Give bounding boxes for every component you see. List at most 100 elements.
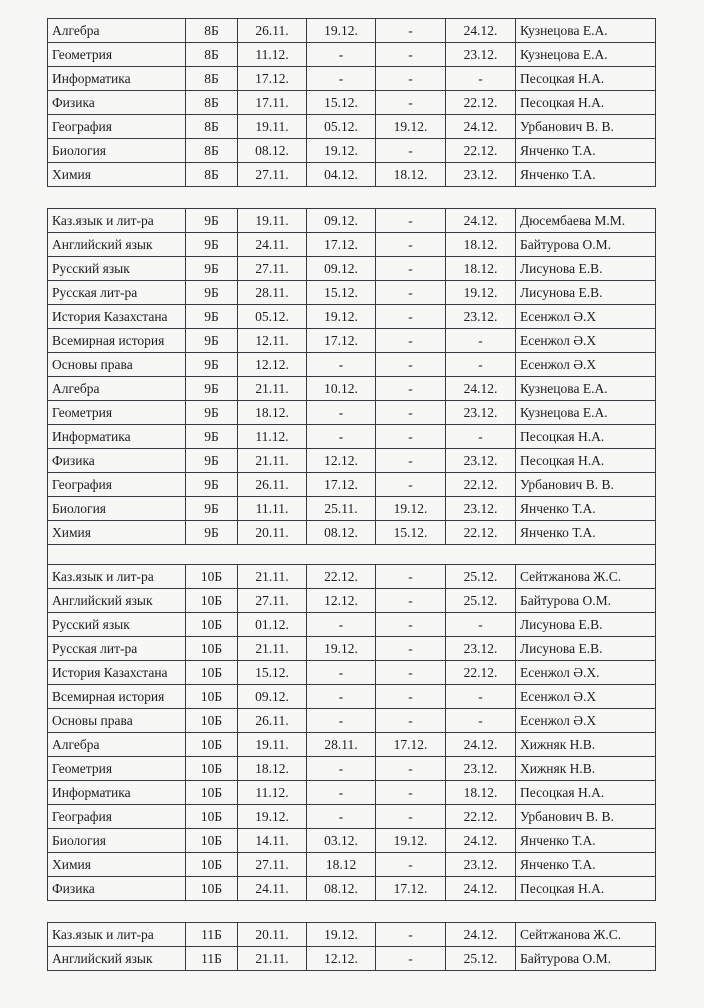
cell-date-1: 21.11. — [237, 376, 307, 401]
cell-class: 8Б — [185, 18, 238, 43]
blank-cell — [47, 544, 656, 565]
table-row: Информатика 9Б 11.12. - - - Песоцкая Н.А. — [47, 424, 656, 449]
cell-class: 10Б — [185, 780, 238, 805]
cell-date-2: 12.12. — [306, 448, 376, 473]
cell-class: 10Б — [185, 588, 238, 613]
cell-date-2: 03.12. — [306, 828, 376, 853]
cell-class: 9Б — [185, 328, 238, 353]
table-row: Геометрия 9Б 18.12. - -23.12. Кузнецова Е.А. — [47, 400, 656, 425]
cell-subject: Каз.язык и лит-ра — [47, 922, 186, 947]
cell-class: 9Б — [185, 496, 238, 521]
cell-teacher: Есенжол Ә.Х — [515, 304, 656, 329]
cell-date-3: 19.12. — [375, 114, 446, 139]
cell-subject: Физика — [47, 448, 186, 473]
cell-date-1: 26.11. — [237, 708, 307, 733]
table-row: Геометрия 10Б 18.12. - -23.12. Хижняк Н.В. — [47, 756, 656, 781]
cell-class: 10Б — [185, 660, 238, 685]
cell-date-2: - — [306, 66, 376, 91]
cell-teacher: Лисунова Е.В. — [515, 612, 656, 637]
cell-date-4: 23.12. — [445, 636, 516, 661]
cell-date-3: - — [375, 90, 446, 115]
cell-teacher: Кузнецова Е.А. — [515, 42, 656, 67]
cell-date-4: 25.12. — [445, 588, 516, 613]
cell-class: 10Б — [185, 708, 238, 733]
table-row: География 9Б 26.11. 17.12. -22.12. Урбанович … — [47, 472, 656, 497]
cell-subject: Основы права — [47, 352, 186, 377]
cell-teacher: Есенжол Ә.Х. — [515, 660, 656, 685]
cell-date-4: - — [445, 66, 516, 91]
cell-date-2: - — [306, 42, 376, 67]
cell-date-1: 17.11. — [237, 90, 307, 115]
cell-date-1: 05.12. — [237, 304, 307, 329]
cell-subject: Русский язык — [47, 256, 186, 281]
schedule-table-9b-10b: Каз.язык и лит-ра 9Б 19.11. 09.12. -24.12. Дю… — [47, 208, 656, 901]
cell-date-4: 23.12. — [445, 162, 516, 187]
table-row: Алгебра 8Б 26.11. 19.12. -24.12. Кузнецова Е.… — [47, 18, 656, 43]
cell-teacher: Песоцкая Н.А. — [515, 876, 656, 901]
cell-date-1: 08.12. — [237, 138, 307, 163]
cell-teacher: Янченко Т.А. — [515, 852, 656, 877]
cell-date-4: 24.12. — [445, 114, 516, 139]
cell-date-2: - — [306, 424, 376, 449]
cell-class: 9Б — [185, 376, 238, 401]
table-row: Алгебра 9Б 21.11. 10.12. -24.12. Кузнецова Е.… — [47, 376, 656, 401]
cell-subject: Всемирная история — [47, 684, 186, 709]
cell-date-2: 17.12. — [306, 472, 376, 497]
cell-date-1: 18.12. — [237, 756, 307, 781]
cell-date-1: 18.12. — [237, 400, 307, 425]
cell-teacher: Байтурова О.М. — [515, 946, 656, 971]
cell-date-3: - — [375, 232, 446, 257]
cell-subject: Химия — [47, 162, 186, 187]
table-row: Каз.язык и лит-ра 10Б 21.11. 22.12. -25.12. С… — [47, 564, 656, 589]
cell-class: 10Б — [185, 732, 238, 757]
cell-date-1: 27.11. — [237, 588, 307, 613]
table-row: Русский язык 9Б 27.11. 09.12. -18.12. Лисунов… — [47, 256, 656, 281]
cell-date-1: 24.11. — [237, 876, 307, 901]
cell-class: 8Б — [185, 42, 238, 67]
cell-date-4: 24.12. — [445, 828, 516, 853]
cell-date-1: 17.12. — [237, 66, 307, 91]
cell-subject: Русская лит-ра — [47, 280, 186, 305]
cell-teacher: Урбанович В. В. — [515, 472, 656, 497]
cell-teacher: Дюсембаева М.М. — [515, 208, 656, 233]
cell-teacher: Кузнецова Е.А. — [515, 400, 656, 425]
cell-teacher: Лисунова Е.В. — [515, 636, 656, 661]
table-row: Английский язык 11Б 21.11. 12.12. -25.12. Бай… — [47, 946, 656, 971]
cell-date-3: - — [375, 852, 446, 877]
cell-date-3: - — [375, 564, 446, 589]
cell-subject: Английский язык — [47, 232, 186, 257]
cell-date-3: - — [375, 780, 446, 805]
table-row: Основы права 10Б 26.11. - - - Есенжол Ә.Х — [47, 708, 656, 733]
cell-class: 9Б — [185, 256, 238, 281]
cell-date-1: 19.11. — [237, 732, 307, 757]
cell-subject: Физика — [47, 90, 186, 115]
cell-class: 8Б — [185, 66, 238, 91]
cell-subject: История Казахстана — [47, 304, 186, 329]
cell-subject: Всемирная история — [47, 328, 186, 353]
cell-date-3: - — [375, 328, 446, 353]
cell-date-3: - — [375, 304, 446, 329]
table-row: География 8Б 19.11. 05.12. 19.12. 24.12. Урбан… — [47, 114, 656, 139]
table-row: Русский язык 10Б 01.12. - - - Лисунова Е.В. — [47, 612, 656, 637]
cell-teacher: Песоцкая Н.А. — [515, 448, 656, 473]
cell-date-2: 17.12. — [306, 328, 376, 353]
cell-date-2: 15.12. — [306, 90, 376, 115]
table-row: Химия 10Б 27.11. 18.12-23.12. Янченко Т.А. — [47, 852, 656, 877]
cell-class: 10Б — [185, 636, 238, 661]
table-row: История Казахстана 10Б 15.12. - -22.12. Есенж… — [47, 660, 656, 685]
cell-date-2: 17.12. — [306, 232, 376, 257]
table-row: Биология 8Б 08.12. 19.12. -22.12. Янченко Т.А… — [47, 138, 656, 163]
cell-date-1: 11.11. — [237, 496, 307, 521]
table-row: География 10Б 19.12. - -22.12. Урбанович В. В… — [47, 804, 656, 829]
cell-class: 10Б — [185, 684, 238, 709]
cell-teacher: Урбанович В. В. — [515, 804, 656, 829]
cell-teacher: Янченко Т.А. — [515, 828, 656, 853]
cell-date-1: 21.11. — [237, 946, 307, 971]
table-row: Физика 10Б 24.11. 08.12. 17.12. 24.12. Песоцка… — [47, 876, 656, 901]
cell-date-4: 23.12. — [445, 42, 516, 67]
cell-teacher: Песоцкая Н.А. — [515, 66, 656, 91]
cell-class: 9Б — [185, 352, 238, 377]
table-row: Информатика 8Б 17.12. - - - Песоцкая Н.А. — [47, 66, 656, 91]
table-row: Информатика 10Б 11.12. - -18.12. Песоцкая Н.А… — [47, 780, 656, 805]
cell-date-3: - — [375, 448, 446, 473]
